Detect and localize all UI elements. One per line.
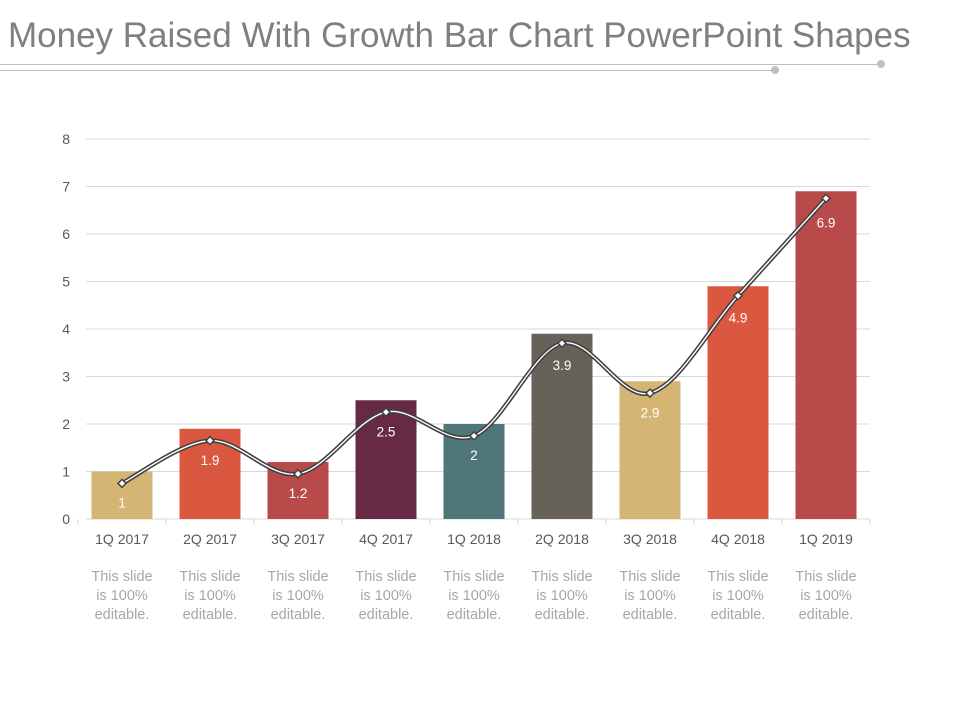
x-tick-label: 4Q 2017 xyxy=(359,531,413,547)
category-note-line: is 100% xyxy=(96,588,148,604)
trend-marker xyxy=(380,407,392,418)
x-tick-label: 3Q 2018 xyxy=(623,531,677,547)
category-note-line: editable. xyxy=(798,607,854,623)
y-tick-label: 1 xyxy=(62,464,70,480)
data-label: 2.9 xyxy=(641,405,660,420)
y-tick-label: 8 xyxy=(62,131,70,147)
trend-marker xyxy=(556,338,568,349)
category-note-line: editable. xyxy=(710,607,766,623)
y-tick-label: 4 xyxy=(62,321,70,337)
trend-marker xyxy=(116,478,128,489)
trend-marker xyxy=(204,435,216,446)
category-note-line: is 100% xyxy=(448,588,500,604)
category-note-line: editable. xyxy=(622,607,678,623)
title-underline-upper-dot xyxy=(877,60,885,68)
category-note-line: This slide xyxy=(531,569,593,585)
title-underline-upper xyxy=(0,64,880,65)
category-note: This slide is 100% editable. xyxy=(80,568,164,625)
category-note-line: editable. xyxy=(446,607,502,623)
x-tick-label: 2Q 2017 xyxy=(183,531,237,547)
category-note: This slide is 100% editable. xyxy=(256,568,340,625)
category-note-line: This slide xyxy=(267,569,329,585)
x-tick-label: 1Q 2019 xyxy=(799,531,853,547)
x-tick-label: 1Q 2017 xyxy=(95,531,149,547)
category-notes: This slide is 100% editable. This slide is 1… xyxy=(0,568,960,638)
category-note-line: editable. xyxy=(94,607,150,623)
category-note-line: is 100% xyxy=(712,588,764,604)
category-note: This slide is 100% editable. xyxy=(608,568,692,625)
category-note: This slide is 100% editable. xyxy=(168,568,252,625)
category-note-line: is 100% xyxy=(360,588,412,604)
data-label: 1.9 xyxy=(201,453,220,468)
title-underline-lower xyxy=(0,70,774,71)
y-tick-label: 7 xyxy=(62,179,70,195)
x-tick-label: 4Q 2018 xyxy=(711,531,765,547)
category-note-line: This slide xyxy=(619,569,681,585)
category-note-line: is 100% xyxy=(536,588,588,604)
y-tick-label: 2 xyxy=(62,416,70,432)
trend-marker xyxy=(820,193,832,204)
x-tick-label: 3Q 2017 xyxy=(271,531,325,547)
data-label: 1 xyxy=(118,496,126,511)
page-title: Money Raised With Growth Bar Chart Power… xyxy=(8,16,911,55)
data-label: 4.9 xyxy=(729,310,748,325)
category-note-line: This slide xyxy=(443,569,505,585)
category-note-line: editable. xyxy=(182,607,238,623)
category-note-line: This slide xyxy=(179,569,241,585)
y-tick-label: 3 xyxy=(62,369,70,385)
category-note: This slide is 100% editable. xyxy=(344,568,428,625)
bar xyxy=(619,381,681,519)
bar xyxy=(355,400,417,519)
trend-marker xyxy=(292,468,304,479)
category-note-line: is 100% xyxy=(272,588,324,604)
trend-marker xyxy=(732,290,744,301)
y-tick-label: 5 xyxy=(62,274,70,290)
category-note-line: This slide xyxy=(91,569,153,585)
trend-marker xyxy=(644,388,656,399)
trend-marker xyxy=(468,430,480,441)
category-note: This slide is 100% editable. xyxy=(784,568,868,625)
x-tick-label: 2Q 2018 xyxy=(535,531,589,547)
title-underline-lower-dot xyxy=(771,66,779,74)
data-label: 6.9 xyxy=(817,215,836,230)
y-tick-label: 0 xyxy=(62,511,70,527)
category-note-line: editable. xyxy=(534,607,590,623)
category-note-line: editable. xyxy=(358,607,414,623)
x-tick-label: 1Q 2018 xyxy=(447,531,501,547)
category-note-line: This slide xyxy=(707,569,769,585)
category-note-line: is 100% xyxy=(800,588,852,604)
category-note-line: is 100% xyxy=(624,588,676,604)
trend-line-highlight xyxy=(121,197,827,485)
bar xyxy=(795,191,857,519)
category-note-line: This slide xyxy=(795,569,857,585)
category-note-line: This slide xyxy=(355,569,417,585)
y-tick-label: 6 xyxy=(62,226,70,242)
category-note-line: is 100% xyxy=(184,588,236,604)
data-label: 2.5 xyxy=(377,424,396,439)
category-note: This slide is 100% editable. xyxy=(520,568,604,625)
bar xyxy=(531,333,593,519)
category-note: This slide is 100% editable. xyxy=(432,568,516,625)
category-note: This slide is 100% editable. xyxy=(696,568,780,625)
data-label: 3.9 xyxy=(553,358,572,373)
data-label: 1.2 xyxy=(289,486,308,501)
category-note-line: editable. xyxy=(270,607,326,623)
data-label: 2 xyxy=(470,448,478,463)
